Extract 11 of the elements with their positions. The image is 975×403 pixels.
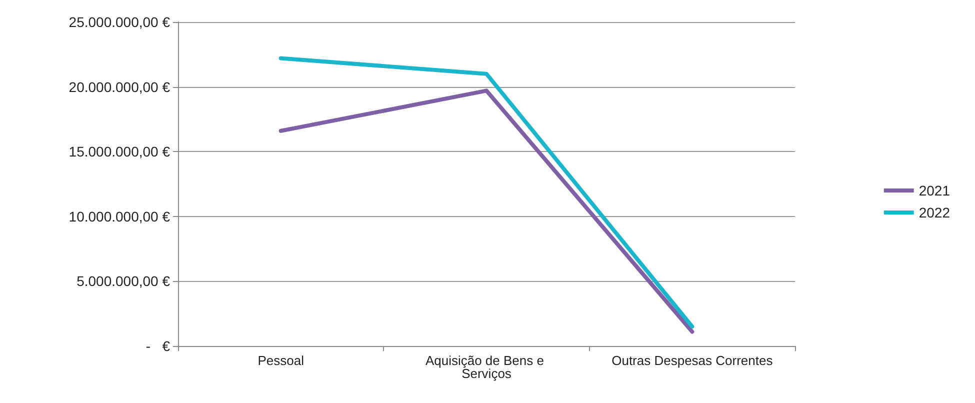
legend-label: 2022 (918, 204, 950, 220)
legend-label: 2021 (918, 182, 950, 198)
x-tick-label: Outras Despesas Correntes (612, 353, 774, 368)
x-tick-label: Aquisição de Bens e Serviços (425, 353, 548, 381)
y-tick-label: 5.000.000,00 € (76, 273, 170, 290)
y-tick-label: 25.000.000,00 € (68, 14, 170, 30)
y-tick-label: 20.000.000,00 € (68, 78, 170, 95)
y-tick-label: - € (146, 338, 170, 354)
x-tick-label: Pessoal (258, 353, 304, 368)
y-tick-label: 10.000.000,00 € (68, 208, 170, 224)
y-tick-label: 15.000.000,00 € (68, 144, 170, 160)
